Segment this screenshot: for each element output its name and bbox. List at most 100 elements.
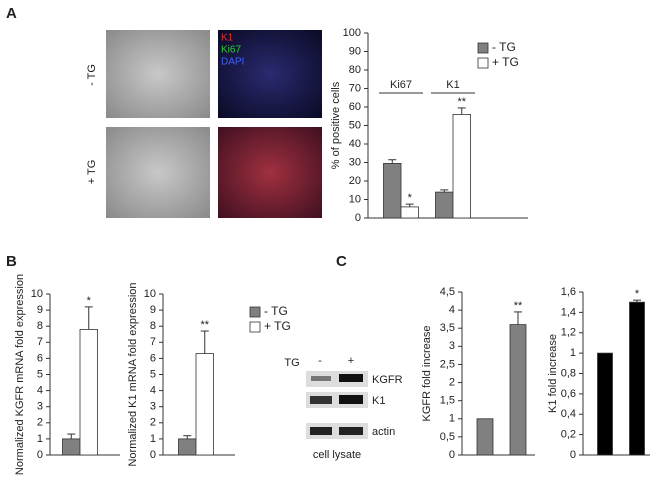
y-tick-label: 0,2 <box>561 429 576 441</box>
y-tick-label: 0 <box>150 449 156 461</box>
y-tick-label: 3 <box>449 340 455 352</box>
legend-label: + TG <box>264 319 291 333</box>
y-tick-label: 2,5 <box>440 358 455 370</box>
y-tick-label: 80 <box>349 64 361 76</box>
y-tick-label: 3 <box>150 401 156 413</box>
y-tick-label: 7 <box>37 336 43 348</box>
micrograph <box>218 127 322 218</box>
y-tick-label: 4 <box>37 385 43 397</box>
y-tick-label: 1,2 <box>561 327 576 339</box>
y-axis-label: KGFR fold increase <box>421 326 433 422</box>
y-tick-label: 1,5 <box>440 395 455 407</box>
stain-label: K1 <box>221 33 234 44</box>
blot-band <box>339 374 363 382</box>
legend-label: - TG <box>264 304 288 318</box>
y-tick-label: 4 <box>150 385 156 397</box>
y-tick-label: 5 <box>150 368 156 380</box>
blot-condition: TG <box>284 357 299 369</box>
y-tick-label: 3,5 <box>440 322 455 334</box>
y-tick-label: 6 <box>150 352 156 364</box>
micrograph <box>106 30 210 118</box>
y-tick-label: 10 <box>349 193 361 205</box>
row-label: - TG <box>86 64 98 86</box>
blot-band-label: actin <box>372 426 395 438</box>
bar <box>178 438 197 456</box>
y-tick-label: 2 <box>150 417 156 429</box>
category-label: K1 <box>446 79 459 91</box>
y-tick-label: 9 <box>150 304 156 316</box>
y-tick-label: 1,4 <box>561 306 576 318</box>
y-tick-label: 0 <box>570 449 576 461</box>
y-tick-label: 30 <box>349 156 361 168</box>
y-tick-label: 1 <box>150 433 156 445</box>
panel-label: A <box>6 5 17 22</box>
y-tick-label: 8 <box>150 320 156 332</box>
bar <box>597 352 613 456</box>
stain-label: DAPI <box>221 57 244 68</box>
y-tick-label: 100 <box>343 27 361 39</box>
y-tick-label: 70 <box>349 82 361 94</box>
y-tick-label: 1 <box>570 347 576 359</box>
panel-label: C <box>336 253 347 270</box>
legend-swatch <box>249 321 261 333</box>
y-tick-label: 0,5 <box>440 431 455 443</box>
y-tick-label: 90 <box>349 45 361 57</box>
y-tick-label: 3 <box>37 401 43 413</box>
legend-swatch <box>249 306 261 318</box>
blot-band <box>310 427 332 435</box>
significance: ** <box>200 319 209 331</box>
micrograph <box>106 127 210 218</box>
y-tick-label: 60 <box>349 101 361 113</box>
bar <box>79 329 98 456</box>
blot-band-label: KGFR <box>372 374 403 386</box>
bar <box>62 438 81 456</box>
stain-label: Ki67 <box>221 45 241 56</box>
blot-band <box>339 395 363 404</box>
y-tick-label: 0,8 <box>561 367 576 379</box>
bar <box>509 324 527 456</box>
micrograph <box>218 30 322 118</box>
blot-lane: - <box>318 355 322 367</box>
bar <box>383 163 402 219</box>
bar <box>400 206 419 219</box>
bar <box>452 114 471 219</box>
y-tick-label: 0 <box>37 449 43 461</box>
y-tick-label: 0 <box>449 449 455 461</box>
y-tick-label: 7 <box>150 336 156 348</box>
significance: * <box>408 192 413 204</box>
bar <box>476 418 494 456</box>
y-tick-label: 10 <box>144 288 156 300</box>
y-tick-label: 4 <box>449 304 455 316</box>
y-tick-label: 2 <box>449 376 455 388</box>
legend-swatch <box>477 42 489 54</box>
y-tick-label: 0 <box>355 212 361 224</box>
y-tick-label: 1 <box>449 413 455 425</box>
row-label: + TG <box>86 160 98 185</box>
blot-band <box>339 427 363 435</box>
panel-label: B <box>6 253 17 270</box>
y-tick-label: 0,6 <box>561 388 576 400</box>
y-tick-label: 2 <box>37 417 43 429</box>
y-tick-label: 1,6 <box>561 286 576 298</box>
significance: * <box>635 288 640 300</box>
y-tick-label: 40 <box>349 138 361 150</box>
blot-band <box>310 396 332 404</box>
category-label: Ki67 <box>390 79 412 91</box>
y-tick-label: 5 <box>37 368 43 380</box>
legend-label: + TG <box>492 55 519 69</box>
y-tick-label: 10 <box>31 288 43 300</box>
y-tick-label: 0,4 <box>561 408 576 420</box>
legend-swatch <box>477 57 489 69</box>
significance: * <box>87 295 92 307</box>
y-tick-label: 50 <box>349 119 361 131</box>
bar <box>195 353 214 456</box>
y-axis-label: K1 fold increase <box>547 334 559 413</box>
y-tick-label: 20 <box>349 175 361 187</box>
significance: ** <box>514 300 523 312</box>
y-tick-label: 4,5 <box>440 286 455 298</box>
y-axis-label: Normalized K1 mRNA fold expression <box>127 282 139 466</box>
blot-lane: + <box>348 355 354 367</box>
significance: ** <box>457 96 466 108</box>
